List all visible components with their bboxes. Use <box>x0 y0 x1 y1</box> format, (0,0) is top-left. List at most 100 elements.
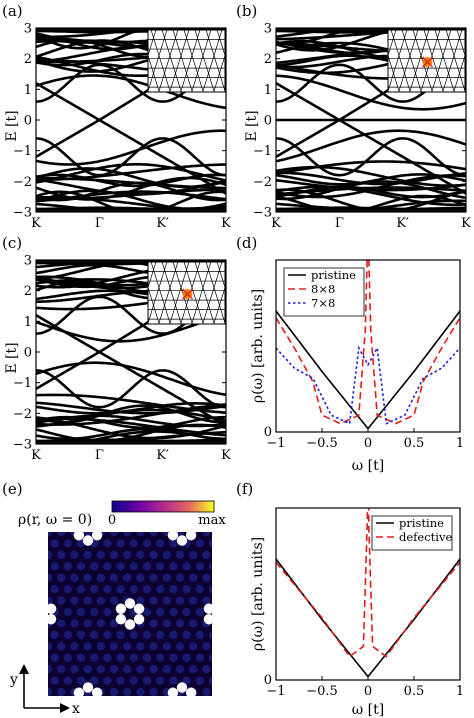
lattice-site <box>37 631 45 639</box>
ytick-label: 3 <box>264 22 272 37</box>
xtick-label: Γ <box>95 216 104 231</box>
ytick-label: 0 <box>264 673 272 688</box>
ldos-peak <box>82 535 94 546</box>
lattice-line <box>205 262 225 324</box>
xtick-label: −0.5 <box>306 684 338 699</box>
lattice-line <box>398 30 419 92</box>
panel-e: (e) ρ(r, ω = 0) 0 max y x <box>2 480 243 717</box>
lattice-site <box>116 562 125 571</box>
ytick-label: −1 <box>13 144 32 159</box>
ytick-label: 2 <box>24 284 32 299</box>
ldos-peak <box>91 532 103 541</box>
lattice-site <box>195 562 204 571</box>
lattice-site <box>182 653 191 662</box>
lattice-line <box>431 30 452 92</box>
lattice-site <box>83 532 92 537</box>
lattice-site <box>70 619 79 628</box>
lattice-line <box>194 30 215 92</box>
lattice-line <box>172 30 193 92</box>
lattice-site <box>195 676 204 685</box>
ytick-label: 0 <box>264 425 272 440</box>
lattice-site <box>130 516 138 524</box>
ldos-peak <box>92 698 102 708</box>
lattice-site <box>63 653 72 662</box>
ldos-peak <box>177 514 187 524</box>
lattice-site <box>215 619 223 627</box>
lattice-line <box>191 30 212 92</box>
lattice-site <box>222 631 230 639</box>
lattice-site <box>162 573 171 582</box>
lattice-line <box>216 262 225 289</box>
lattice-line <box>423 30 444 92</box>
ylabel-c: E [t] <box>4 342 20 373</box>
band-line <box>36 209 226 212</box>
lattice-site <box>162 664 171 674</box>
xtick-label: −1 <box>266 684 285 699</box>
lattice-site <box>195 653 204 662</box>
band-line <box>36 361 226 397</box>
band-line <box>36 401 226 415</box>
ldos-peak <box>115 614 127 625</box>
lattice-site <box>175 596 185 605</box>
lattice-site <box>195 539 204 548</box>
lattice-site <box>229 688 237 696</box>
ytick-label: 0 <box>24 114 32 129</box>
ytick-label: 2 <box>264 52 272 67</box>
lattice-site <box>189 573 198 582</box>
band-line <box>36 415 226 430</box>
ldos-peak <box>48 614 57 625</box>
lattice-site <box>215 574 223 582</box>
lattice-site <box>235 699 243 707</box>
lattice-site <box>109 619 119 628</box>
lattice-site <box>208 653 212 662</box>
ldos-peak <box>213 598 223 608</box>
lattice-site <box>202 550 211 560</box>
axes-f: −1 −0.5 0 0.5 1 0 <box>264 673 464 699</box>
lattice-site <box>222 585 230 593</box>
defect-cross <box>421 56 434 68</box>
band-line <box>276 137 466 177</box>
lattice-line <box>412 30 433 92</box>
lattice-site <box>195 630 204 640</box>
lattice-site <box>182 562 191 571</box>
lattice-site <box>142 539 152 548</box>
lattice-site <box>37 562 45 570</box>
ylabel-d: ρ(ω) [arb. units] <box>250 289 266 403</box>
lattice-site <box>90 607 99 617</box>
ytick-label: 1 <box>264 83 272 98</box>
band-line <box>276 129 466 163</box>
ldos-peak <box>176 535 188 546</box>
lattice-line <box>205 30 225 92</box>
lattice-site <box>96 550 106 560</box>
lattice-site <box>182 699 190 707</box>
lattice-site <box>136 687 145 696</box>
lattice-site <box>129 562 138 571</box>
lattice-site <box>63 539 72 548</box>
lattice-site <box>123 642 132 651</box>
lattice-site <box>136 550 145 560</box>
ldos-peak <box>82 682 94 693</box>
band-line <box>36 129 226 166</box>
panel-d-label: (d) <box>236 234 257 252</box>
lattice-site <box>37 699 45 707</box>
lattice-site <box>156 539 165 548</box>
band-line <box>276 171 466 186</box>
band-line <box>36 313 226 343</box>
lattice-site <box>156 562 165 571</box>
lattice-line <box>148 54 160 92</box>
band-line <box>36 423 226 443</box>
dos-series-2 <box>276 345 460 425</box>
lattice-site <box>31 551 39 559</box>
lattice-site <box>129 584 138 594</box>
ldos-peak <box>168 698 178 708</box>
lattice-site <box>116 630 125 640</box>
lattice-site <box>235 516 243 524</box>
lattice-line <box>180 262 201 324</box>
lattice-site <box>182 516 190 524</box>
ytick-label: −2 <box>253 175 272 190</box>
lattice-site <box>189 550 198 560</box>
lattice-line <box>202 262 223 324</box>
ldos-peak <box>83 703 93 713</box>
